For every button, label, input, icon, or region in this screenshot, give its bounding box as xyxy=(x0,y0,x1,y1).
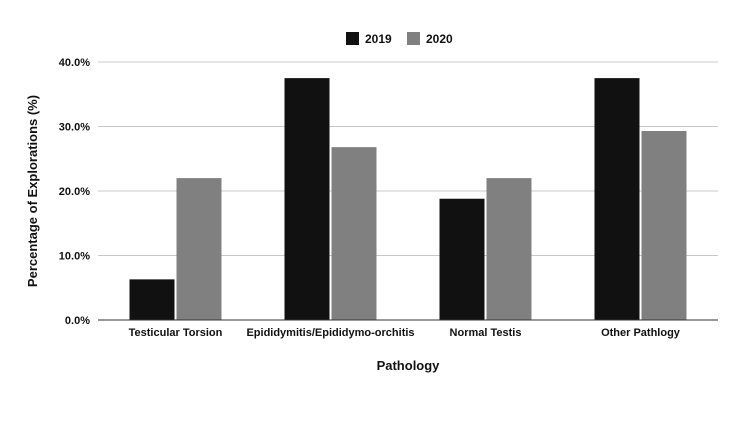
x-tick-label: Epididymitis/Epididymo-orchitis xyxy=(246,327,414,339)
legend-label-2019: 2019 xyxy=(365,32,392,46)
bar-2020-3 xyxy=(641,131,687,320)
bar-2020-1 xyxy=(331,147,377,320)
bar-2019-3 xyxy=(594,78,640,320)
legend: 2019 2020 xyxy=(346,32,453,46)
bar-2020-2 xyxy=(486,178,532,320)
y-tick-label: 30.0% xyxy=(59,122,90,134)
y-tick-label: 20.0% xyxy=(59,186,90,198)
bar-2019-0 xyxy=(129,279,175,320)
y-axis-title: Percentage of Explorations (%) xyxy=(25,95,40,287)
x-axis-title: Pathology xyxy=(377,358,441,373)
x-tick-label: Normal Testis xyxy=(450,327,522,339)
bar-2019-1 xyxy=(284,78,330,320)
bar-2019-2 xyxy=(439,198,485,320)
legend-swatch-2019 xyxy=(346,32,359,45)
y-axis-ticks: 0.0% 10.0% 20.0% 30.0% 40.0% xyxy=(59,57,90,327)
x-axis-ticks: Testicular Torsion Epididymitis/Epididymo… xyxy=(129,327,681,339)
legend-swatch-2020 xyxy=(407,32,420,45)
x-tick-label: Other Pathlogy xyxy=(601,327,681,339)
y-tick-label: 0.0% xyxy=(65,315,90,327)
y-tick-label: 40.0% xyxy=(59,57,90,69)
y-tick-label: 10.0% xyxy=(59,251,90,263)
bars xyxy=(129,78,687,320)
bar-2020-0 xyxy=(176,178,222,320)
x-tick-label: Testicular Torsion xyxy=(129,327,223,339)
legend-label-2020: 2020 xyxy=(426,32,453,46)
